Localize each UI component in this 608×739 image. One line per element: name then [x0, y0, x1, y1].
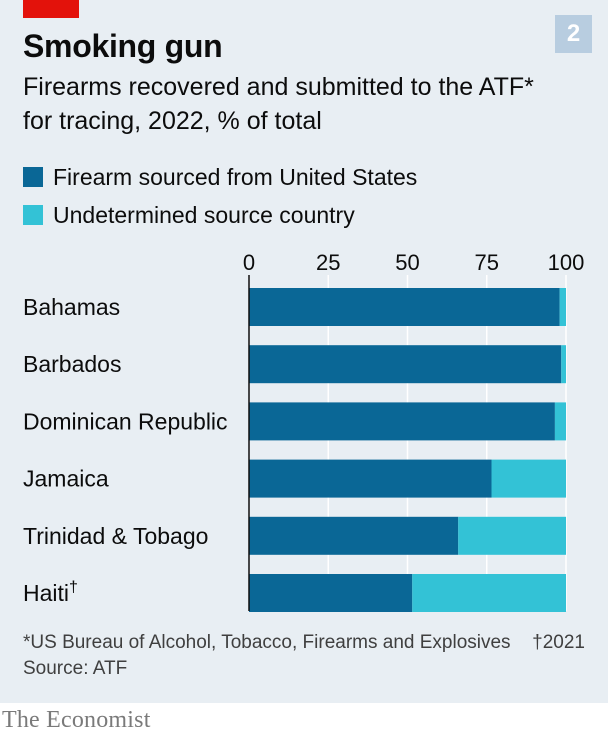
bar-undetermined [554, 402, 566, 441]
legend-label-us: Firearm sourced from United States [53, 163, 418, 190]
legend-item-undetermined: Undetermined source country [23, 202, 355, 228]
economist-brand: The Economist [2, 707, 151, 733]
category-label: Trinidad & Tobago [23, 523, 208, 549]
chart-card: Smoking gun 2 Firearms recovered and sub… [0, 0, 608, 703]
category-label: Bahamas [23, 294, 120, 320]
bar-us [249, 516, 459, 555]
bar-undetermined [561, 345, 566, 384]
brand-red-tag [23, 0, 79, 18]
x-tick-label: 50 [395, 250, 419, 275]
legend-item-us: Firearm sourced from United States [23, 164, 417, 190]
footnote-atf: *US Bureau of Alcohol, Tobacco, Firearms… [23, 632, 511, 653]
category-label: Barbados [23, 351, 121, 377]
legend-label-undetermined: Undetermined source country [53, 201, 355, 228]
bar-us [249, 459, 492, 498]
bar-undetermined [559, 288, 566, 326]
bar-us [249, 402, 555, 441]
chart-subtitle: Firearms recovered and submitted to the … [23, 73, 534, 135]
category-label: Haiti† [23, 579, 78, 606]
chart-number-badge: 2 [555, 15, 592, 53]
bar-undetermined [458, 516, 566, 555]
footnote-dagger: †2021 [532, 632, 585, 653]
bar-chart: 0 25 50 75 100 Bahamas Barbados Dominican Repub… [23, 250, 585, 612]
x-tick-label: 75 [475, 250, 499, 275]
bar-undetermined [412, 574, 566, 612]
x-tick-label: 25 [316, 250, 340, 275]
x-tick-label: 100 [548, 250, 585, 275]
bar-us [249, 288, 560, 326]
source-note: Source: ATF [23, 658, 128, 679]
footnote: *US Bureau of Alcohol, Tobacco, Firearms… [23, 628, 598, 657]
x-tick-label: 0 [243, 250, 255, 275]
chart-title: Smoking gun [23, 28, 223, 64]
category-label: Jamaica [23, 466, 109, 492]
bar-undetermined [491, 459, 566, 498]
bar-us [249, 574, 413, 612]
legend-swatch-undetermined [23, 205, 43, 225]
bar-us [249, 345, 562, 384]
category-label: Dominican Republic [23, 408, 228, 434]
legend-swatch-us [23, 167, 43, 187]
